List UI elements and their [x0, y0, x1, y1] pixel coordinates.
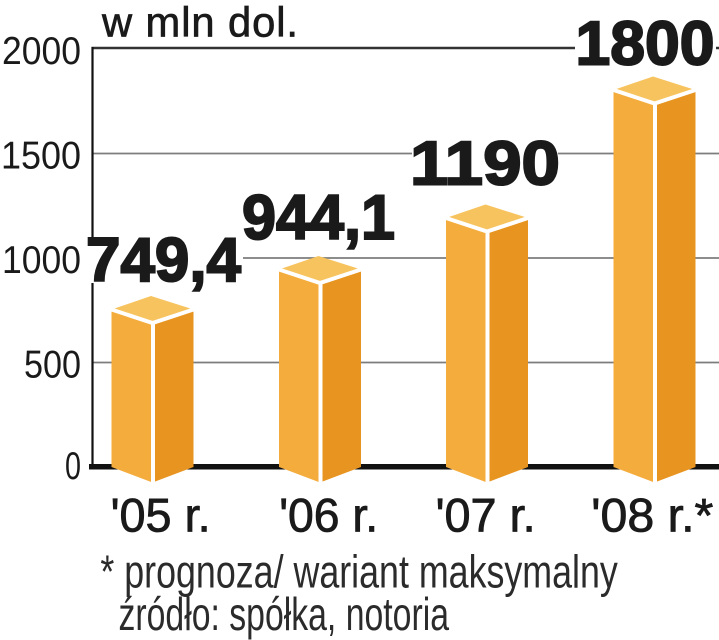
svg-text:'05 r.: '05 r. [111, 488, 211, 541]
svg-text:1800: 1800 [576, 10, 715, 79]
svg-text:0: 0 [65, 445, 81, 488]
svg-text:'08 r.*: '08 r.* [591, 488, 713, 541]
svg-text:749,4: 749,4 [86, 226, 242, 295]
svg-text:2000: 2000 [2, 30, 81, 73]
svg-text:'06 r.: '06 r. [279, 488, 378, 541]
svg-text:'07 r.: '07 r. [436, 488, 536, 541]
svg-text:w mln dol.: w mln dol. [101, 0, 298, 46]
svg-text:1500: 1500 [1, 135, 81, 178]
svg-text:* prognoza/ wariant maksymalny: * prognoza/ wariant maksymalny [100, 546, 617, 598]
svg-text:500: 500 [24, 344, 81, 387]
svg-text:944,1: 944,1 [242, 183, 395, 253]
svg-text:1190: 1190 [410, 130, 560, 199]
svg-text:1000: 1000 [2, 239, 81, 282]
svg-text:źródło: spółka, notoria: źródło: spółka, notoria [119, 588, 450, 640]
